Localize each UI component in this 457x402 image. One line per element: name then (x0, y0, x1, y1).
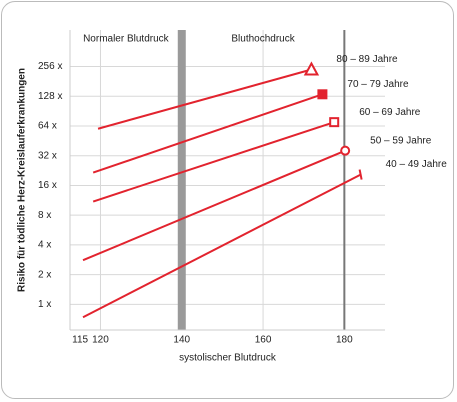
y-tick-label: 256 x (38, 61, 62, 72)
legend-label: 80 – 89 Jahre (336, 54, 398, 65)
legend-label: 40 – 49 Jahre (386, 159, 448, 170)
x-axis-label: systolischer Blutdruck (179, 353, 277, 364)
marker (358, 169, 363, 180)
y-tick-label: 8 x (38, 210, 51, 221)
y-axis-label: Risiko für tödliche Herz-Kreislauferkran… (17, 68, 28, 292)
x-tick-label: 120 (92, 335, 109, 346)
y-tick-label: 64 x (38, 121, 57, 132)
legend-label: 50 – 59 Jahre (370, 135, 432, 146)
x-tick-label: 140 (173, 335, 190, 346)
legend-label: 60 – 69 Jahre (359, 107, 421, 118)
series-line (82, 149, 346, 262)
y-tick-label: 2 x (38, 269, 51, 280)
series-line (82, 173, 362, 319)
x-tick-label: 160 (255, 335, 272, 346)
marker (303, 61, 320, 76)
region-label: Normaler Blutdruck (83, 34, 170, 45)
series-line (92, 93, 323, 174)
series-line (97, 68, 312, 130)
y-tick-label: 128 x (38, 91, 62, 102)
legend-label: 70 – 79 Jahre (347, 79, 409, 90)
y-tick-label: 32 x (38, 150, 57, 161)
y-tick-label: 1 x (38, 299, 51, 310)
region-label: Bluthochdruck (231, 34, 295, 45)
marker (329, 117, 340, 128)
marker (340, 145, 351, 156)
marker (317, 89, 328, 100)
x-tick-label: 115 (72, 335, 88, 346)
y-tick-label: 4 x (38, 240, 51, 251)
x-tick-label: 180 (336, 335, 353, 346)
series-line (92, 121, 335, 203)
y-tick-label: 16 x (38, 180, 57, 191)
